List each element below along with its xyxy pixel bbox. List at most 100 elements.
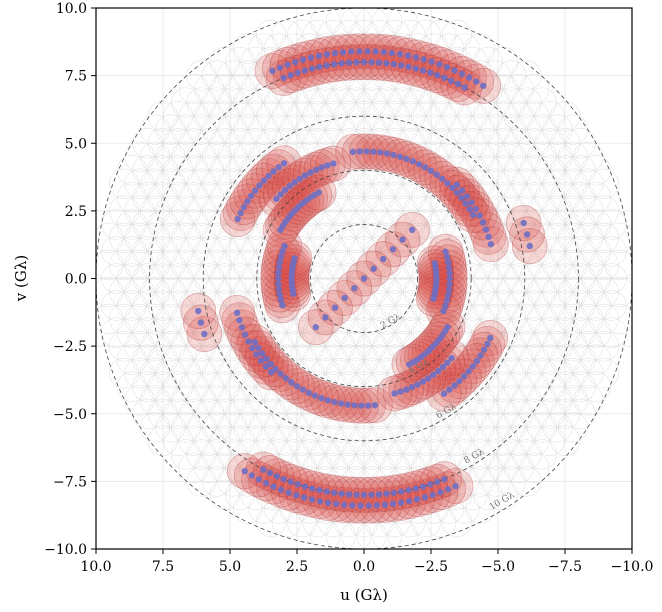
- uv-point: [293, 382, 301, 390]
- uv-grid-circle: [519, 182, 550, 213]
- uv-point: [296, 175, 303, 182]
- uv-grid-circle: [271, 182, 302, 213]
- uv-grid-circle: [310, 303, 341, 335]
- uv-grid-circle: [356, 520, 387, 549]
- uv-grid-circle: [565, 209, 596, 240]
- uv-grid-circle: [140, 330, 171, 362]
- uv-grid-circle: [348, 398, 380, 429]
- uv-grid-circle: [132, 182, 163, 213]
- uv-grid-circle: [333, 506, 364, 538]
- uv-grid-circle: [186, 439, 217, 470]
- uv-grid-circle: [395, 182, 426, 213]
- uv-grid-circle: [209, 263, 240, 294]
- uv-point: [291, 179, 298, 186]
- uv-point: [345, 491, 353, 498]
- uv-grid-circle: [294, 439, 325, 470]
- uv-point: [259, 350, 266, 357]
- uv-grid-circle: [124, 276, 155, 308]
- uv-grid-circle: [519, 73, 550, 105]
- uv-point: [301, 483, 309, 490]
- uv-grid-circle: [170, 303, 202, 335]
- uv-grid-circle: [101, 263, 132, 294]
- uv-point: [487, 334, 494, 342]
- uv-grid-circle: [147, 371, 178, 402]
- uv-grid-circle: [178, 182, 209, 213]
- uv-grid-circle: [294, 493, 325, 524]
- uv-grid-circle: [271, 290, 302, 321]
- uv-grid-circle: [526, 141, 558, 172]
- uv-grid-circle: [534, 344, 565, 375]
- uv-grid-circle: [256, 155, 287, 186]
- uv-point: [260, 466, 267, 473]
- uv-point: [390, 489, 398, 496]
- uv-grid-circle: [302, 236, 333, 267]
- uv-point: [403, 155, 410, 163]
- uv-grid-circle: [426, 452, 457, 484]
- uv-grid-circle: [573, 358, 604, 389]
- uv-grid-circle: [186, 195, 217, 227]
- uv-grid-circle: [449, 358, 480, 389]
- uv-point: [479, 219, 487, 226]
- uv-grid-circle: [217, 466, 248, 497]
- uv-point: [389, 500, 397, 508]
- uv-grid-circle: [465, 439, 496, 470]
- uv-point: [444, 486, 452, 493]
- uv-point: [338, 60, 345, 67]
- uv-grid-circle: [310, 412, 341, 443]
- uv-grid-circle: [418, 385, 449, 416]
- uv-grid-circle: [279, 330, 310, 362]
- uv-grid-circle: [225, 100, 256, 132]
- uv-point: [469, 211, 477, 219]
- uv-grid-circle: [403, 439, 434, 470]
- uv-grid-circle: [287, 236, 318, 267]
- uv-point: [255, 476, 263, 483]
- uv-grid-circle: [503, 100, 534, 132]
- uv-point: [277, 370, 284, 378]
- uv-grid-circle: [318, 236, 349, 267]
- uv-grid-circle: [318, 317, 349, 348]
- uv-point: [237, 209, 244, 217]
- uv-grid-circle: [116, 371, 147, 402]
- uv-point: [323, 488, 330, 495]
- uv-grid-circle: [472, 290, 503, 321]
- uv-grid-circle: [217, 168, 248, 199]
- uv-grid-circle: [434, 493, 465, 524]
- uv-grid-circle: [542, 249, 573, 281]
- uv-grid-circle: [132, 128, 163, 159]
- uv-grid-circle: [457, 236, 488, 267]
- uv-grid-circle: [465, 385, 496, 416]
- uv-point: [281, 186, 289, 194]
- uv-grid-circle: [325, 330, 356, 362]
- uv-grid-circle: [565, 290, 596, 321]
- uv-point: [442, 248, 449, 255]
- x-axis-title: u (Gλ): [340, 586, 388, 604]
- uv-grid-circle: [565, 182, 596, 213]
- uv-grid-circle: [132, 344, 163, 375]
- uv-point: [287, 71, 294, 79]
- uv-point: [240, 204, 248, 211]
- uv-point: [323, 51, 331, 58]
- uv-grid-circle: [364, 19, 395, 51]
- uv-grid-circle: [163, 371, 194, 402]
- uv-grid-circle: [109, 276, 140, 308]
- uv-point: [443, 64, 451, 71]
- uv-grid-circle: [519, 290, 550, 321]
- uv-grid-circle: [140, 303, 171, 335]
- uv-grid-circle: [279, 168, 310, 199]
- uv-grid-circle: [472, 425, 503, 457]
- uv-grid-circle: [511, 330, 542, 362]
- uv-grid-circle: [333, 182, 364, 213]
- uv-grid-circle: [503, 263, 534, 294]
- uv-grid-circle: [232, 330, 263, 362]
- uv-grid-circle: [217, 303, 248, 335]
- uv-grid-circle: [341, 114, 372, 145]
- uv-grid-circle: [387, 168, 418, 199]
- uv-grid-circle: [495, 60, 527, 91]
- uv-grid-circle: [333, 452, 364, 484]
- uv-grid-circle: [542, 385, 573, 416]
- uv-grid-circle: [201, 303, 233, 335]
- uv-grid-circle: [519, 155, 550, 186]
- uv-grid-circle: [209, 317, 240, 348]
- uv-grid-circle: [271, 425, 302, 457]
- uv-grid-circle: [542, 276, 573, 308]
